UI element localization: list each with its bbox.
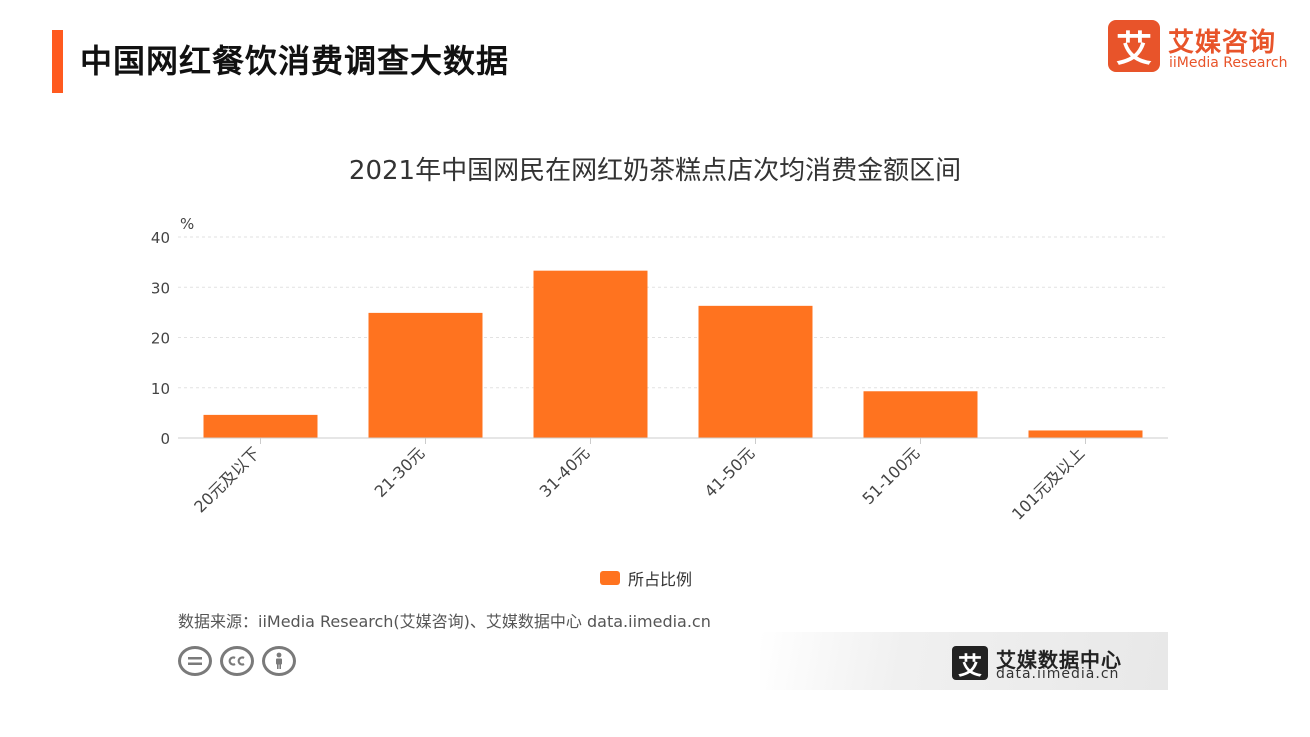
x-tick-label: 20元及以下	[190, 443, 263, 516]
logo-mark: 艾	[1108, 20, 1160, 72]
y-tick-label: 30	[151, 279, 170, 297]
page-title: 中国网红餐饮消费调查大数据	[80, 42, 510, 80]
bar	[863, 391, 978, 438]
cc-icon	[220, 646, 254, 676]
y-tick-label: 0	[160, 430, 170, 448]
x-tick-label: 101元及以上	[1008, 443, 1088, 523]
chart-title: 2021年中国网民在网红奶茶糕点店次均消费金额区间	[348, 156, 962, 186]
bar	[533, 270, 648, 438]
legend-label: 所占比例	[628, 570, 693, 589]
person-icon	[262, 646, 296, 676]
x-tick-label: 51-100元	[858, 443, 923, 508]
x-tick-label: 21-30元	[371, 443, 429, 501]
legend: 所占比例	[600, 566, 692, 590]
y-tick-label: 40	[151, 229, 170, 247]
y-axis-unit: %	[180, 215, 194, 233]
license-icons	[178, 646, 304, 676]
footer-brand-mark: 艾	[952, 646, 988, 680]
x-tick-label: 31-40元	[536, 443, 594, 501]
iimedia-logo: 艾 艾媒咨询 iiMedia Research	[1108, 20, 1293, 76]
y-tick-label: 10	[151, 380, 170, 398]
logo-name-en: iiMedia Research	[1169, 55, 1288, 71]
x-tick-label: 41-50元	[701, 443, 759, 501]
equal-icon	[178, 646, 212, 676]
footer-brand: 艾 艾媒数据中心 data.iimedia.cn	[952, 644, 1162, 684]
bar-chart: 0 10 20 30 40 20元及以下 21-30元 31-40元 41-50元 51-100元…	[151, 215, 1168, 524]
bar	[1028, 430, 1143, 438]
bar	[698, 305, 813, 438]
bar	[203, 414, 318, 438]
footer-brand-url: data.iimedia.cn	[996, 666, 1120, 682]
y-tick-label: 20	[151, 330, 170, 348]
logo-name-cn: 艾媒咨询	[1168, 28, 1277, 58]
footer-brand-name: 艾媒数据中心	[996, 648, 1122, 672]
legend-swatch	[600, 571, 620, 585]
bar	[368, 312, 483, 438]
title-accent-bar	[52, 30, 63, 93]
data-source: 数据来源：iiMedia Research(艾媒咨询)、艾媒数据中心 data.…	[178, 612, 711, 631]
